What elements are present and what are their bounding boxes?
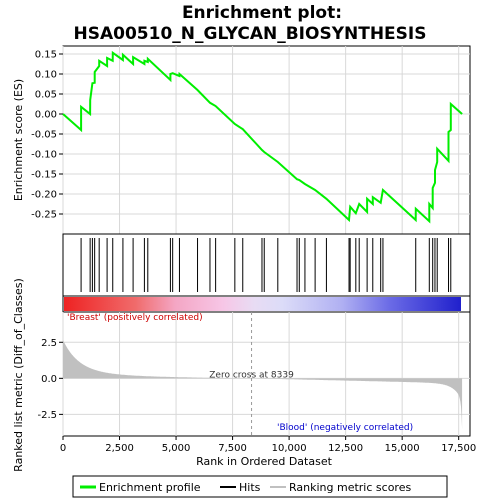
rank-y-axis-label: Ranked list metric (Diff_of_Classes): [12, 278, 25, 472]
chart-title-line1: Enrichment plot:: [182, 3, 342, 23]
es-y-tick-label: -0.10: [31, 150, 57, 161]
x-tick-label: 12,500: [328, 443, 363, 454]
es-y-tick-label: -0.25: [31, 210, 57, 221]
x-tick-label: 17,500: [441, 443, 476, 454]
x-tick-label: 15,000: [385, 443, 420, 454]
enrichment-profile-line: [62, 50, 463, 224]
x-tick-label: 2,500: [105, 443, 134, 454]
x-tick-label: 7,500: [218, 443, 247, 454]
es-y-tick-label: 0.05: [35, 90, 57, 101]
rank-color-gradient: [64, 297, 461, 311]
x-tick-label: 0: [60, 443, 66, 454]
es-y-tick-label: -0.05: [31, 130, 57, 141]
es-y-tick-label: -0.20: [31, 190, 57, 201]
metric-y-tick-label: -2.5: [37, 410, 57, 421]
hits-panel: [62, 233, 471, 297]
x-axis-label: Rank in Ordered Dataset: [196, 455, 333, 468]
legend-enrichment-label: Enrichment profile: [99, 481, 201, 494]
legend-metric-label: Ranking metric scores: [289, 481, 411, 494]
metric-y-tick-label: 2.5: [41, 338, 57, 349]
x-tick-label: 10,000: [272, 443, 307, 454]
es-y-tick-label: 0.00: [35, 110, 57, 121]
metric-y-tick-label: 0.0: [41, 374, 57, 385]
positive-class-label: 'Breast' (positively correlated): [67, 313, 203, 323]
es-y-axis-label: Enrichment score (ES): [12, 79, 25, 201]
legend-box: [72, 475, 448, 498]
x-tick-label: 5,000: [162, 443, 191, 454]
negative-class-label: 'Blood' (negatively correlated): [277, 423, 413, 433]
legend-hits-label: Hits: [239, 481, 261, 494]
zero-cross-label: Zero cross at 8339: [209, 370, 294, 380]
chart-title-line2: HSA00510_N_GLYCAN_BIOSYNTHESIS: [74, 24, 427, 44]
es-y-tick-label: 0.15: [35, 50, 57, 61]
es-y-tick-label: -0.15: [31, 170, 57, 181]
es-y-tick-label: 0.10: [35, 70, 57, 81]
